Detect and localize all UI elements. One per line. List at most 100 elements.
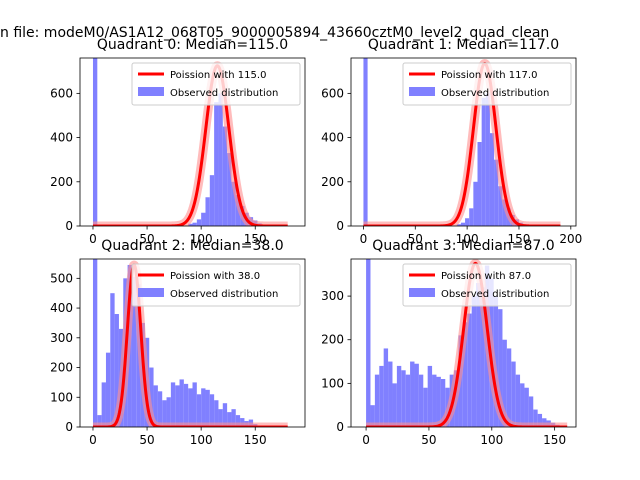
histogram-bar	[105, 352, 111, 427]
y-tick-label: 0	[65, 219, 73, 233]
histogram-bar	[440, 379, 446, 427]
legend-label-observed: Observed distribution	[441, 88, 549, 99]
legend: Poission with 38.0 Observed distribution	[131, 263, 301, 307]
histogram-bar	[201, 388, 206, 427]
histogram-bar	[401, 370, 406, 427]
legend-patch-swatch	[138, 288, 164, 297]
legend-patch-swatch	[409, 87, 435, 96]
x-tick-label: 150	[244, 232, 267, 246]
histogram-bar	[476, 283, 481, 427]
histogram-bar	[222, 126, 228, 226]
subplot-quadrant-1: 0 50 100 150 200 0 200 400 600 Poission with 117.…	[321, 37, 582, 246]
subplot-title: Quadrant 3: Median=87.0	[372, 238, 554, 254]
legend-box	[402, 62, 572, 106]
histogram-bar	[374, 374, 380, 427]
legend-patch-swatch	[409, 288, 435, 297]
y-tick-label: 400	[321, 131, 344, 145]
x-tick-label: 100	[190, 433, 213, 447]
x-tick-label: 0	[360, 232, 368, 246]
histogram-bar	[231, 409, 236, 427]
histogram-bar	[533, 409, 538, 427]
histogram-bar	[235, 415, 241, 427]
histogram-bar	[427, 365, 433, 427]
x-tick-label: 50	[139, 232, 154, 246]
histogram-bar	[432, 374, 437, 427]
histogram-bar	[515, 374, 521, 427]
histogram-bar	[396, 365, 402, 427]
histogram-bar	[179, 379, 184, 427]
histogram-bar	[196, 394, 202, 427]
y-tick-label: 100	[50, 390, 73, 404]
histogram-bar	[502, 199, 507, 226]
x-tick-label: 0	[362, 433, 370, 447]
histogram-bar	[92, 58, 98, 226]
x-tick-label: 0	[89, 232, 97, 246]
legend-label-poisson: Poission with 115.0	[170, 70, 266, 81]
histogram-bar	[462, 322, 468, 427]
histogram-bar	[188, 388, 193, 427]
legend-box	[131, 62, 301, 106]
axes-frame	[79, 258, 306, 428]
legend-label-observed: Observed distribution	[170, 88, 278, 99]
histogram-bar	[214, 400, 219, 427]
subplot-title: Quadrant 1: Median=117.0	[368, 37, 559, 53]
histogram-bar	[192, 222, 197, 226]
histogram-bar	[460, 222, 466, 226]
histogram-bar	[388, 361, 393, 427]
y-tick-label: 500	[50, 271, 73, 285]
legend: Poission with 87.0 Observed distribution	[402, 263, 572, 307]
histogram-bar	[209, 175, 215, 226]
histogram-bar	[383, 348, 389, 427]
poisson-curve	[92, 263, 289, 427]
subplot-grid: 0 50 100 150 0 200 400 600 Poission with 115.0 Ob…	[50, 37, 582, 447]
histogram-bar	[110, 293, 115, 427]
x-tick-label: 50	[408, 232, 423, 246]
x-tick-label: 150	[244, 433, 267, 447]
histogram-bar	[149, 367, 154, 427]
x-tick-label: 0	[89, 433, 97, 447]
y-tick-label: 200	[50, 175, 73, 189]
y-tick-label: 300	[50, 331, 73, 345]
histogram-bar	[528, 396, 534, 427]
histogram-bar	[175, 385, 180, 427]
legend-label-poisson: Poission with 38.0	[170, 271, 260, 282]
histogram-bar	[170, 382, 176, 427]
histogram-bar	[188, 223, 193, 226]
axes-frame	[350, 57, 577, 227]
y-tick-label: 400	[50, 131, 73, 145]
histogram-bar	[218, 409, 223, 427]
histogram-bar	[537, 413, 543, 427]
y-tick-label: 0	[336, 420, 344, 434]
y-tick-label: 0	[336, 219, 344, 233]
histogram-bar	[465, 218, 470, 226]
histogram-bar	[502, 339, 507, 427]
histogram-bar	[494, 159, 499, 226]
histogram-bar	[183, 383, 189, 427]
histogram-bar	[205, 197, 210, 226]
poisson-curve	[92, 64, 289, 226]
y-tick-label: 400	[50, 301, 73, 315]
subplot-title: Quadrant 2: Median=38.0	[101, 238, 283, 254]
histogram-bar	[405, 374, 411, 427]
histogram-bar	[227, 412, 232, 427]
histogram-bar	[201, 212, 206, 226]
x-tick-label: 150	[543, 433, 566, 447]
histogram-bar	[97, 415, 102, 427]
axes-frame	[350, 258, 577, 428]
histogram-bar	[101, 382, 106, 427]
histogram-bar	[456, 224, 461, 226]
histogram-bar	[498, 309, 503, 427]
histogram-bar	[153, 385, 158, 427]
histogram-bar	[506, 348, 512, 427]
histogram-bar	[205, 389, 210, 427]
y-tick-label: 100	[321, 376, 344, 390]
histogram-bar	[414, 363, 419, 427]
histogram-bar	[524, 387, 529, 427]
figure-suptitle: n file: modeM0/AS1A12_068T05_9000005894_…	[0, 25, 549, 41]
subplot-title: Quadrant 0: Median=115.0	[97, 37, 288, 53]
histogram-bar	[366, 259, 371, 427]
histogram-bar	[209, 394, 215, 427]
histogram-bar	[418, 374, 424, 427]
histogram-bar	[511, 361, 516, 427]
histogram-bar	[363, 58, 368, 226]
